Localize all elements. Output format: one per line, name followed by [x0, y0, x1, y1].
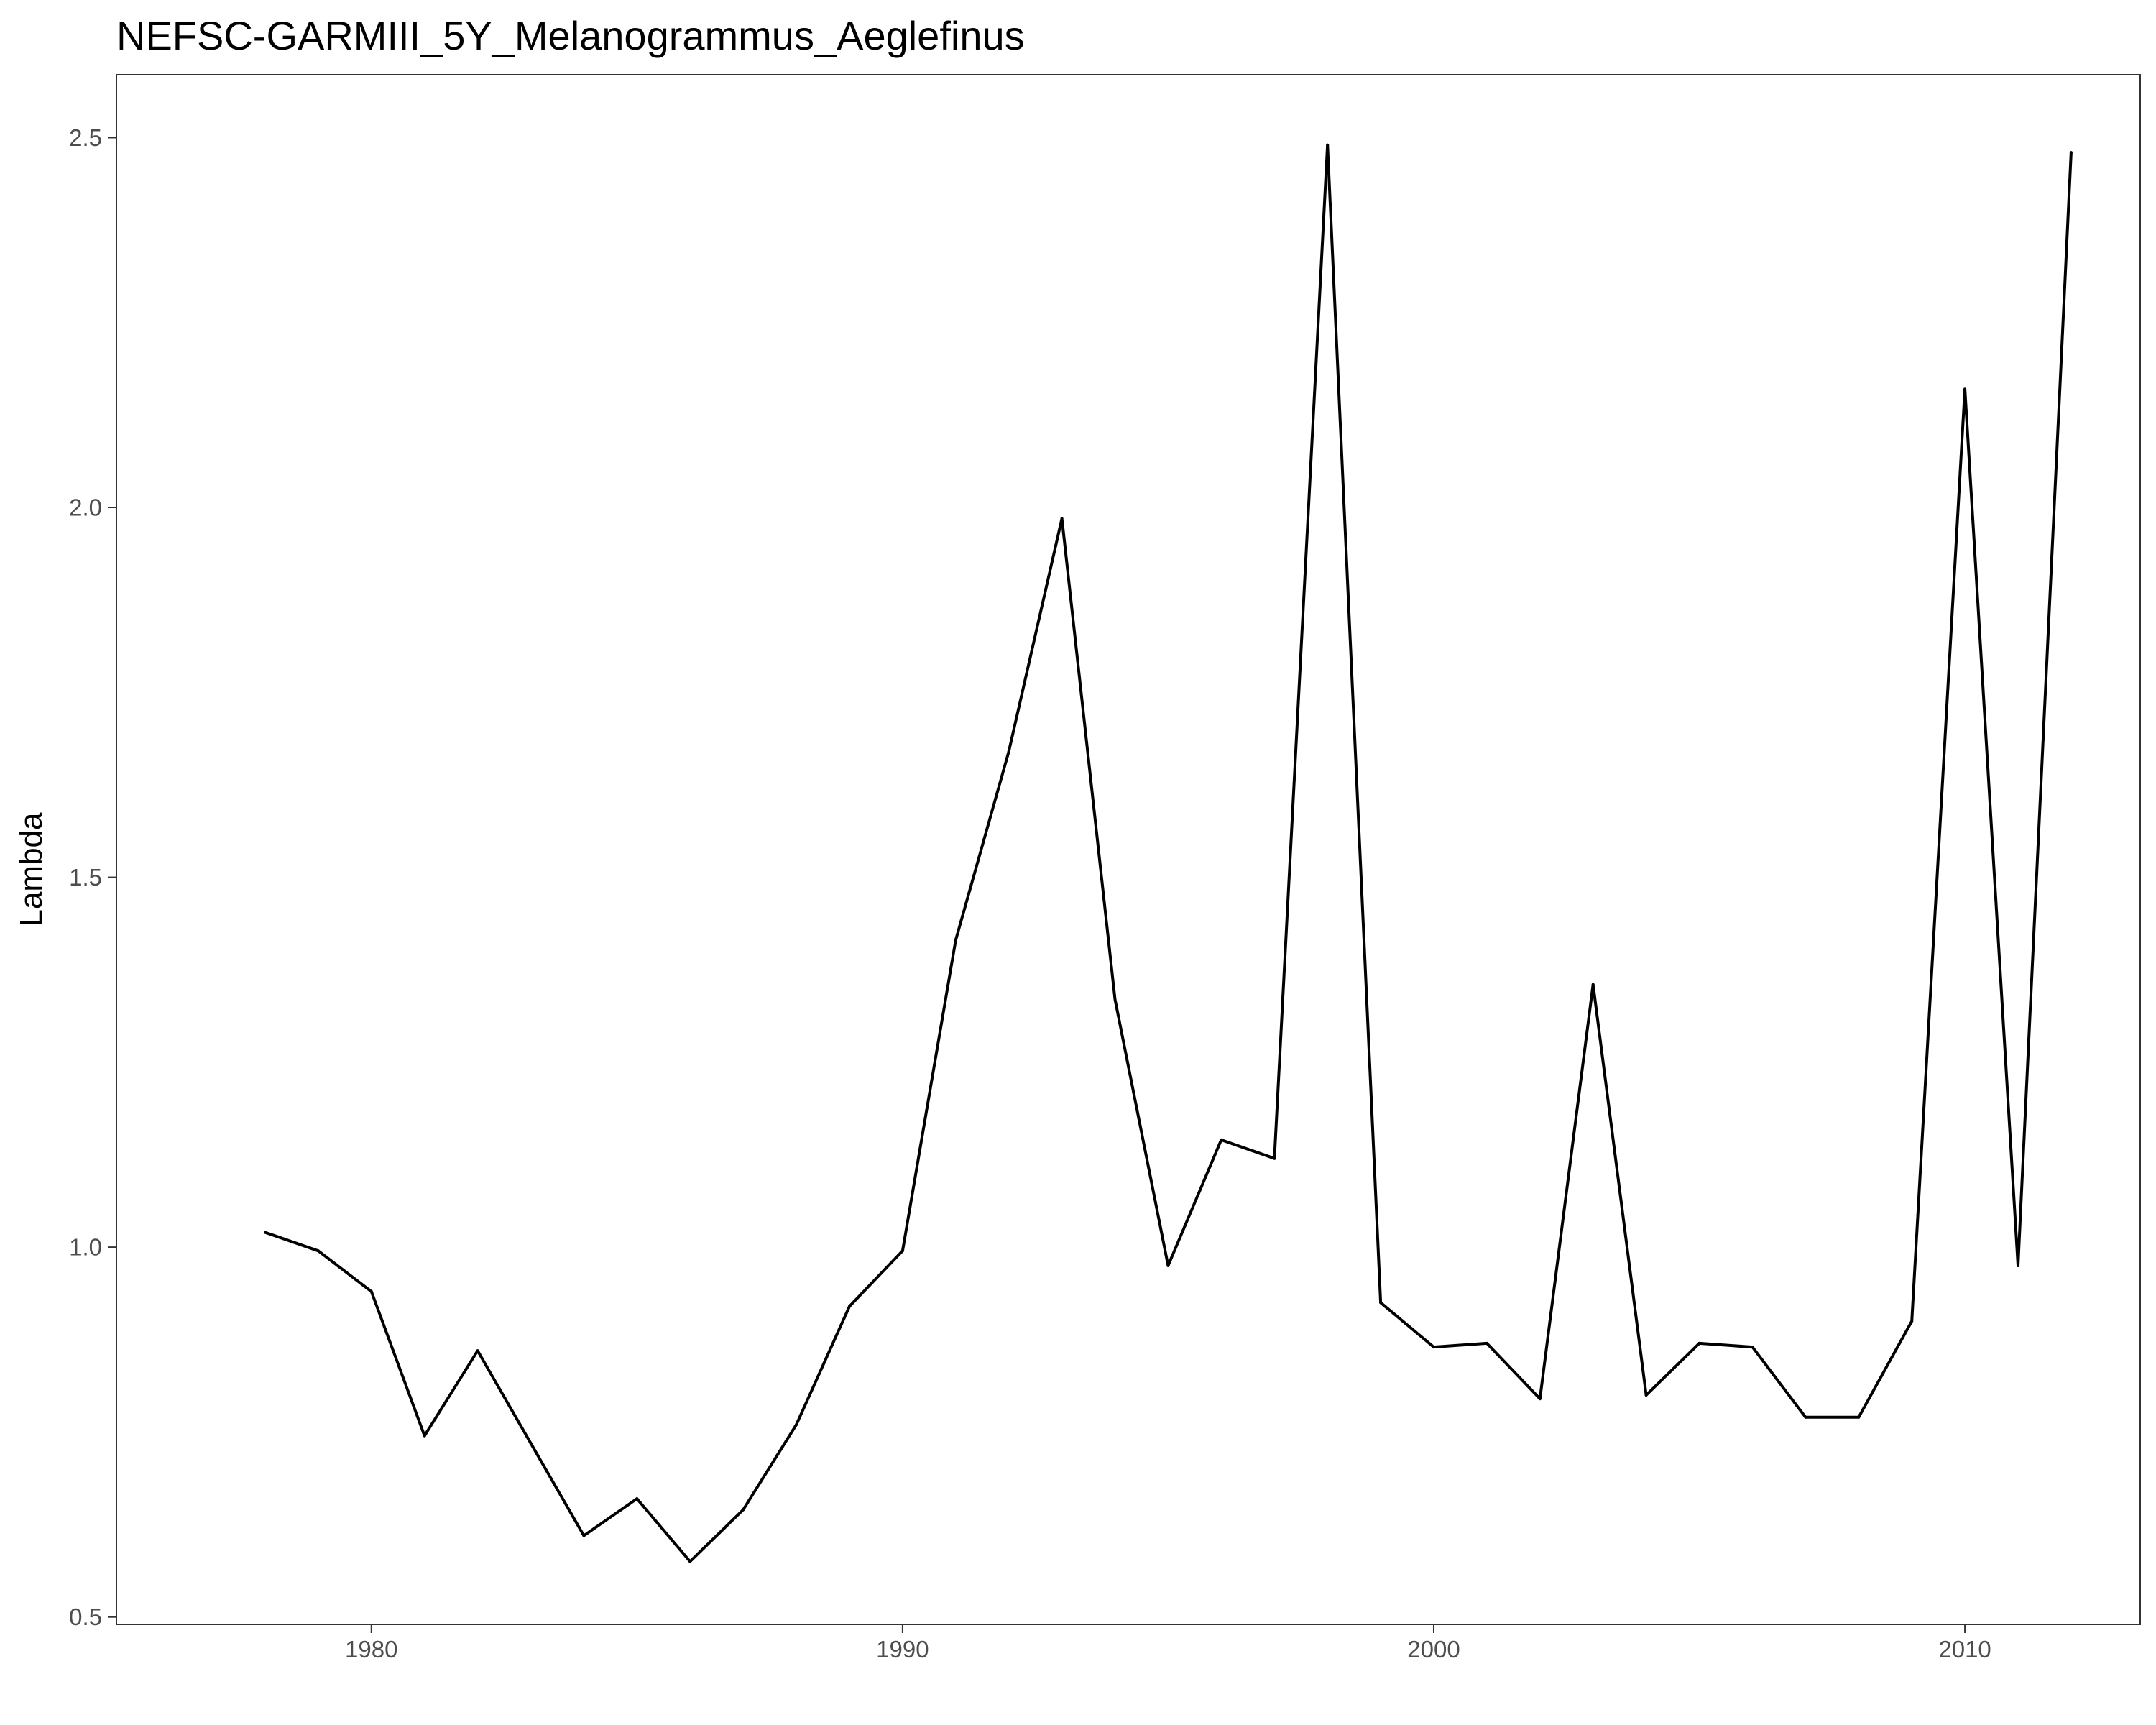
x-tick-label: 2000: [1407, 1636, 1460, 1662]
data-point: [1697, 1341, 1701, 1345]
data-point: [2017, 1264, 2019, 1267]
data-point: [900, 1249, 904, 1253]
data-point: [1113, 998, 1117, 1001]
y-axis: 0.5 1.0 1.5 2.0 2.5: [69, 124, 116, 1630]
data-point: [1007, 750, 1010, 753]
data-point: [848, 1305, 851, 1308]
data-point: [529, 1441, 533, 1445]
data-point: [1326, 143, 1330, 147]
data-point: [1591, 983, 1595, 986]
data-point: [1910, 1320, 1914, 1323]
data-point: [316, 1249, 320, 1253]
data-point: [1432, 1346, 1435, 1349]
chart-title: NEFSC-GARMIII_5Y_Melanogrammus_Aeglefinu…: [116, 13, 1025, 58]
y-tick-label: 1.0: [69, 1234, 102, 1261]
x-tick-label: 1980: [345, 1636, 397, 1662]
data-point: [1220, 1138, 1223, 1141]
data-point: [688, 1560, 692, 1563]
panel-border: [116, 74, 2141, 1625]
data-point: [1804, 1415, 1807, 1419]
y-tick-label: 0.5: [69, 1604, 102, 1630]
series-group: [264, 143, 2073, 1563]
data-point: [1751, 1346, 1754, 1349]
data-point: [1060, 517, 1064, 520]
data-point: [1379, 1301, 1383, 1305]
data-point: [742, 1508, 745, 1512]
data-point: [1166, 1264, 1170, 1267]
data-point: [954, 939, 957, 942]
data-point: [369, 1289, 373, 1293]
series-line: [264, 143, 2073, 1563]
y-tick-label: 1.5: [69, 864, 102, 891]
data-point: [476, 1349, 479, 1353]
data-point: [1273, 1156, 1276, 1160]
data-point: [1857, 1415, 1861, 1419]
data-point: [795, 1423, 798, 1427]
y-tick-label: 2.5: [69, 124, 102, 151]
data-point: [264, 1230, 267, 1234]
data-point: [635, 1497, 639, 1501]
y-tick-label: 2.0: [69, 494, 102, 521]
data-point: [1485, 1341, 1488, 1345]
data-point: [582, 1534, 586, 1537]
x-tick-label: 2010: [1938, 1636, 1991, 1662]
x-tick-label: 1990: [876, 1636, 929, 1662]
data-point: [1963, 387, 1967, 391]
data-point: [423, 1434, 426, 1438]
data-point: [1644, 1394, 1648, 1397]
x-axis: 1980 1990 2000 2010: [345, 1624, 1991, 1662]
data-point: [2069, 151, 2073, 155]
data-point: [1538, 1397, 1542, 1401]
